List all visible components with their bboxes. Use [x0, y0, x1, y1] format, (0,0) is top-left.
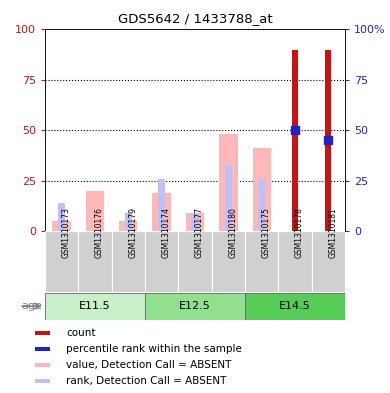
Bar	[245, 292, 345, 320]
Text: GSM1310174: GSM1310174	[161, 207, 171, 258]
Bar	[35, 364, 50, 367]
Bar	[35, 331, 50, 335]
Bar	[152, 193, 171, 231]
Text: E14.5: E14.5	[279, 301, 311, 311]
Bar	[312, 231, 345, 292]
Text: GSM1310177: GSM1310177	[195, 207, 204, 258]
Bar	[278, 231, 312, 292]
Text: value, Detection Call = ABSENT: value, Detection Call = ABSENT	[66, 360, 232, 370]
Bar	[178, 231, 212, 292]
Bar	[52, 221, 71, 231]
Bar	[145, 292, 245, 320]
Bar	[158, 179, 165, 231]
Title: GDS5642 / 1433788_at: GDS5642 / 1433788_at	[118, 13, 272, 26]
Bar	[258, 179, 266, 231]
Bar	[212, 231, 245, 292]
Text: count: count	[66, 329, 96, 338]
Text: percentile rank within the sample: percentile rank within the sample	[66, 344, 242, 354]
Bar	[119, 221, 137, 231]
Text: GSM1310180: GSM1310180	[229, 207, 238, 258]
Text: E11.5: E11.5	[79, 301, 111, 311]
Bar	[112, 231, 145, 292]
Bar	[225, 165, 232, 231]
Bar	[35, 379, 50, 383]
Bar	[35, 347, 50, 351]
Bar	[219, 134, 238, 231]
Bar	[45, 231, 78, 292]
Bar	[78, 231, 112, 292]
Bar	[145, 231, 178, 292]
Text: GSM1310181: GSM1310181	[328, 207, 337, 258]
Text: age: age	[21, 301, 42, 311]
Bar	[45, 292, 145, 320]
Bar	[292, 50, 298, 231]
Bar	[253, 149, 271, 231]
Bar	[186, 213, 204, 231]
Bar	[245, 231, 278, 292]
Text: GSM1310173: GSM1310173	[62, 207, 71, 258]
Bar	[326, 50, 332, 231]
Text: GSM1310175: GSM1310175	[262, 207, 271, 258]
Bar	[86, 191, 104, 231]
Bar	[58, 203, 65, 231]
Text: E12.5: E12.5	[179, 301, 211, 311]
Text: GSM1310179: GSM1310179	[128, 207, 137, 258]
Text: GSM1310176: GSM1310176	[95, 207, 104, 258]
Bar	[191, 213, 199, 231]
Text: rank, Detection Call = ABSENT: rank, Detection Call = ABSENT	[66, 376, 227, 386]
Text: GSM1310178: GSM1310178	[295, 207, 304, 258]
Bar	[124, 213, 132, 231]
